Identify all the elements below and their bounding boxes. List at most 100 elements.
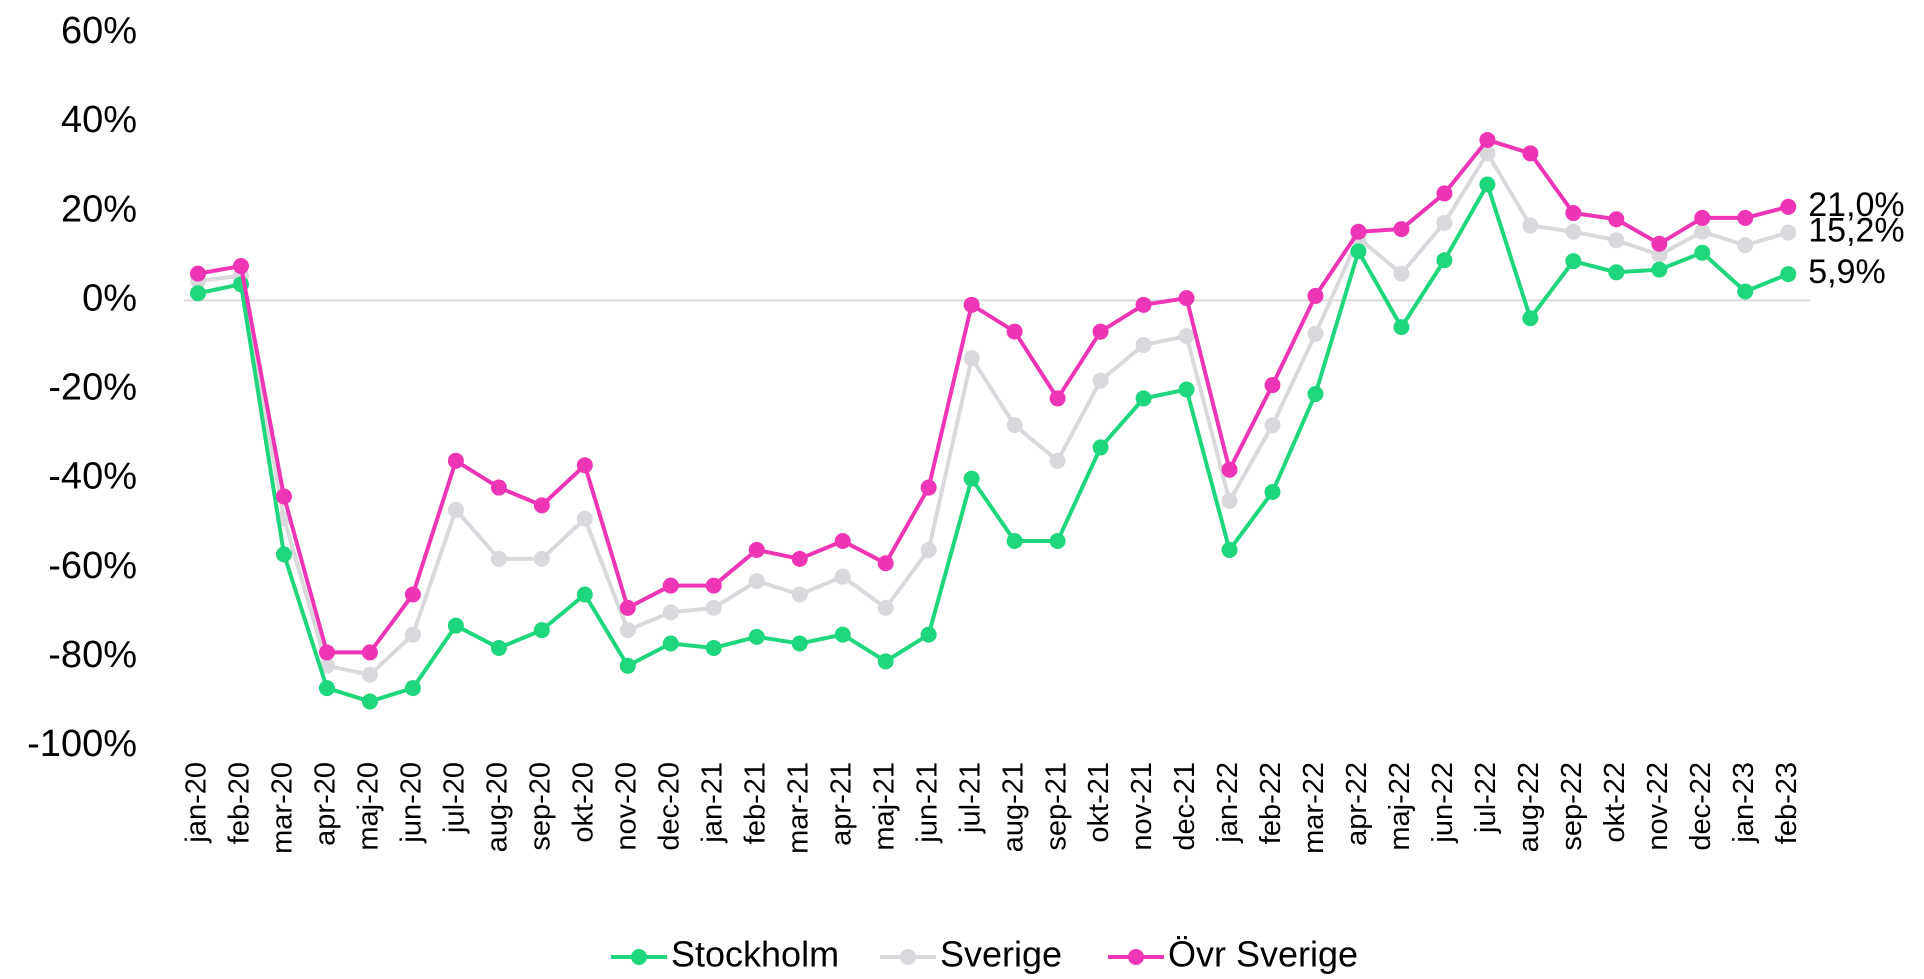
data-point <box>490 479 507 496</box>
x-tick-label: aug-20 <box>482 762 514 852</box>
x-tick-label: jan-21 <box>696 762 728 844</box>
data-point <box>1436 185 1453 202</box>
data-point <box>1307 325 1324 342</box>
data-point <box>1178 290 1195 307</box>
x-tick-label: sep-20 <box>524 762 556 851</box>
data-point <box>1006 533 1023 550</box>
data-point <box>1221 461 1238 478</box>
data-point <box>1694 223 1711 240</box>
data-point <box>1436 252 1453 269</box>
data-point <box>1479 176 1496 193</box>
x-tick-label: jul-22 <box>1470 762 1502 834</box>
y-tick-label: 20% <box>61 188 137 230</box>
data-point <box>834 533 851 550</box>
legend-marker <box>631 949 647 965</box>
x-tick-label: aug-21 <box>997 762 1029 852</box>
data-point <box>1092 323 1109 340</box>
data-point <box>1479 145 1496 162</box>
y-tick-label: -40% <box>48 456 137 498</box>
y-tick-label: -60% <box>48 545 137 587</box>
data-point <box>1135 296 1152 313</box>
x-tick-label: maj-20 <box>353 762 385 851</box>
data-point <box>1307 287 1324 304</box>
data-point <box>576 457 593 474</box>
data-label: 5,9% <box>1808 253 1886 291</box>
legend-marker <box>900 949 916 965</box>
x-tick-label: feb-21 <box>739 762 771 844</box>
data-point <box>748 541 765 558</box>
x-tick-label: feb-20 <box>224 762 256 844</box>
data-point <box>533 497 550 514</box>
data-point <box>447 617 464 634</box>
data-point <box>1608 264 1625 281</box>
data-point <box>791 550 808 567</box>
x-tick-label: apr-22 <box>1341 762 1373 846</box>
data-point <box>190 265 206 282</box>
data-point <box>361 644 378 661</box>
x-tick-label: jul-21 <box>954 762 986 834</box>
data-point <box>834 626 851 643</box>
data-point <box>705 577 722 594</box>
x-tick-label: sep-21 <box>1040 762 1072 851</box>
data-point <box>1006 323 1023 340</box>
data-point <box>963 296 980 313</box>
x-tick-label: nov-20 <box>610 762 642 851</box>
data-point <box>1307 385 1324 402</box>
data-point <box>1479 131 1496 148</box>
data-point <box>1264 483 1281 500</box>
x-tick-label: maj-21 <box>868 762 900 851</box>
x-tick-label: feb-22 <box>1255 762 1287 844</box>
data-point <box>1049 533 1066 550</box>
data-point <box>1350 223 1367 240</box>
data-point <box>190 285 206 302</box>
x-tick-label: jun-21 <box>911 762 943 844</box>
data-point <box>877 555 894 572</box>
data-point <box>275 546 292 563</box>
series-line <box>197 151 1789 677</box>
data-point <box>447 501 464 518</box>
legend-label: Stockholm <box>671 934 839 975</box>
data-point <box>361 666 378 683</box>
x-tick-label: dec-22 <box>1685 762 1717 851</box>
x-tick-label: jul-20 <box>439 762 471 834</box>
x-tick-label: nov-22 <box>1642 762 1674 851</box>
data-point <box>963 470 980 487</box>
data-point <box>1178 381 1195 398</box>
data-point <box>1049 390 1066 407</box>
data-point <box>1651 235 1668 252</box>
data-point <box>361 693 378 710</box>
x-tick-label: nov-21 <box>1126 762 1158 851</box>
data-point <box>1608 232 1625 249</box>
x-tick-label: mar-20 <box>267 762 299 854</box>
data-point <box>1393 319 1410 336</box>
y-tick-label: 40% <box>61 99 137 141</box>
y-tick-label: 0% <box>82 277 137 319</box>
data-point <box>447 452 464 469</box>
legend-marker <box>1128 949 1144 965</box>
data-point <box>748 573 765 590</box>
data-point <box>404 586 421 603</box>
x-tick-label: apr-21 <box>825 762 857 846</box>
data-point <box>1221 492 1238 509</box>
data-point <box>920 541 937 558</box>
data-point <box>877 653 894 670</box>
data-point <box>1651 261 1668 278</box>
data-point <box>1264 377 1281 394</box>
data-point <box>1522 217 1539 234</box>
data-point <box>963 350 980 367</box>
data-point <box>1221 541 1238 558</box>
data-point <box>1135 336 1152 353</box>
data-point <box>1006 417 1023 434</box>
data-point <box>791 586 808 603</box>
x-tick-label: sep-22 <box>1556 762 1588 851</box>
data-point <box>1651 246 1668 263</box>
data-point <box>1522 145 1539 162</box>
data-point <box>318 680 335 697</box>
data-point <box>662 604 679 621</box>
data-point <box>275 488 292 505</box>
x-tick-label: okt-21 <box>1083 762 1115 843</box>
data-point <box>1780 224 1797 241</box>
data-point <box>1780 198 1797 215</box>
x-tick-label: dec-21 <box>1169 762 1201 851</box>
data-point <box>1565 223 1582 240</box>
